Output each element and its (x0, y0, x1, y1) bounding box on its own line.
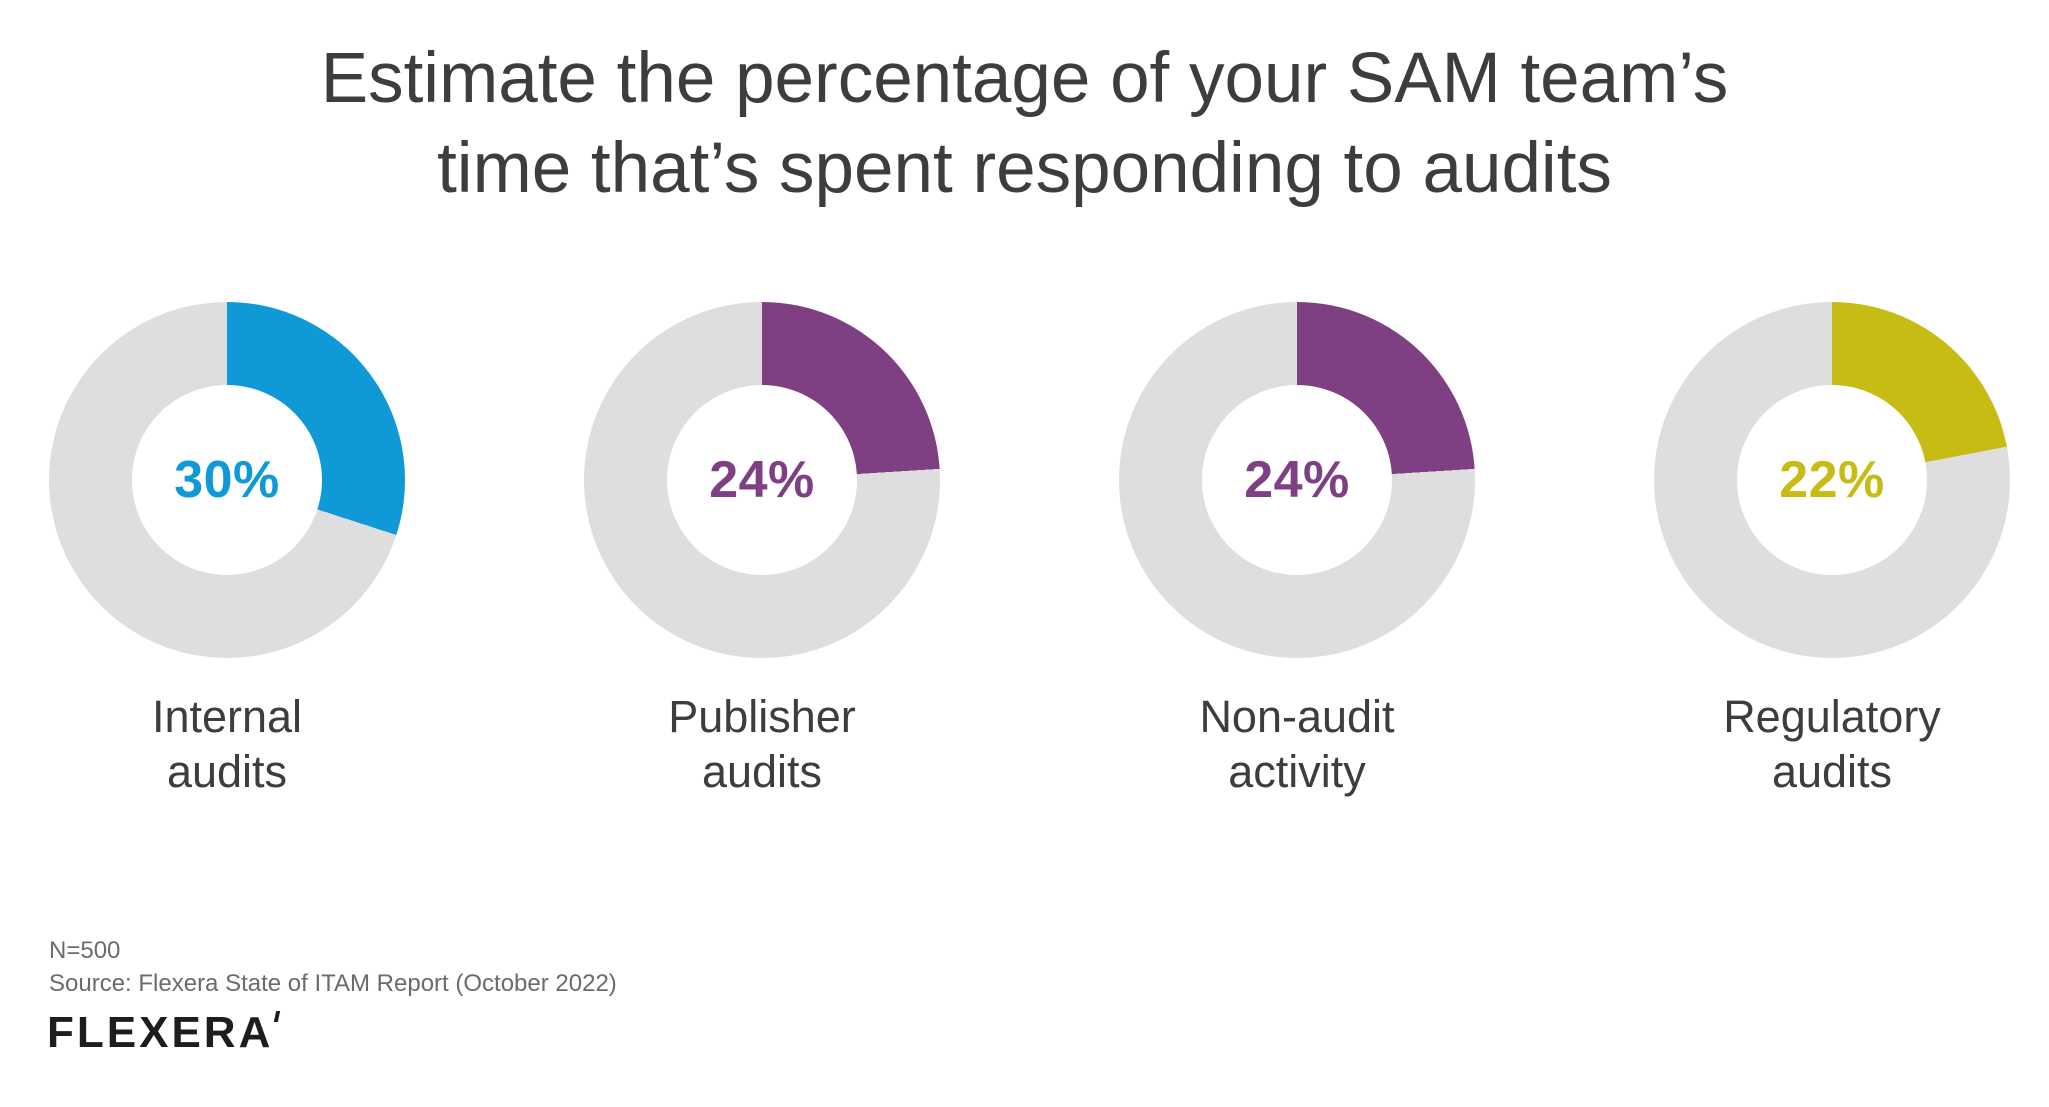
chart-category-label: Publisher audits (668, 691, 856, 797)
flexera-logo-text: flexera (47, 1008, 274, 1057)
flexera-logo: flexera (47, 1008, 281, 1058)
chart-category-label: Regulatory audits (1723, 691, 1941, 797)
page-title: Estimate the percentage of your SAM team… (0, 34, 2049, 214)
donut-chart-non-audit-activity: 24% Non-audit activity (1119, 302, 1475, 800)
donut-value-label: 24% (709, 451, 815, 509)
donut-ring: 24% (1119, 302, 1475, 658)
title-line-1: Estimate the percentage of your SAM team… (320, 39, 1729, 118)
donut-hole (1202, 385, 1392, 575)
donut-chart-publisher-audits: 24% Publisher audits (584, 302, 940, 800)
donut-ring: 30% (49, 302, 405, 658)
donut-ring: 24% (584, 302, 940, 658)
donut-value-label: 22% (1779, 451, 1885, 509)
sample-size-note: N=500 (49, 937, 121, 964)
donut-value-label: 30% (174, 451, 280, 509)
chart-category-label: Internal audits (151, 691, 303, 797)
footer-notes: N=500 Source: Flexera State of ITAM Repo… (49, 934, 617, 1000)
donut-charts-row: 30% Internal audits 24% Publisher audits… (49, 302, 2010, 800)
title-line-2: time that’s spent responding to audits (437, 129, 1612, 208)
source-note: Source: Flexera State of ITAM Report (Oc… (49, 970, 617, 997)
donut-ring: 22% (1654, 302, 2010, 658)
donut-hole (1737, 385, 1927, 575)
donut-value-label: 24% (1244, 451, 1350, 509)
donut-chart-internal-audits: 30% Internal audits (49, 302, 405, 800)
donut-chart-regulatory-audits: 22% Regulatory audits (1654, 302, 2010, 800)
trademark-tick (274, 1011, 281, 1022)
chart-category-label: Non-audit activity (1199, 691, 1395, 797)
donut-hole (667, 385, 857, 575)
donut-hole (132, 385, 322, 575)
